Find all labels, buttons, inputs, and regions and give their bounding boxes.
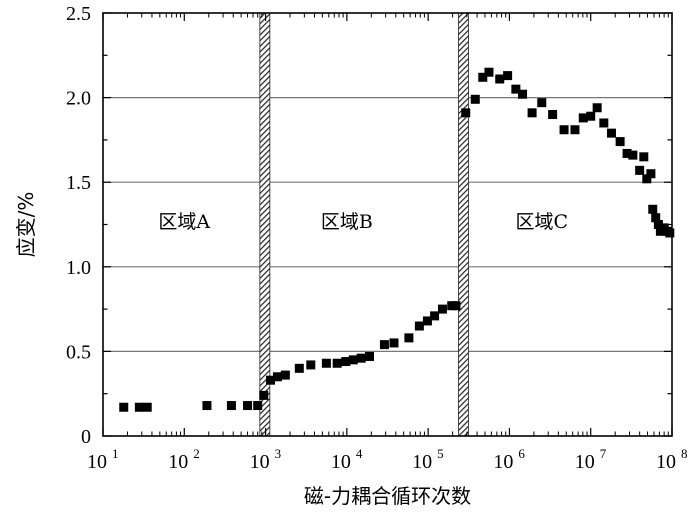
- x-tick-exponent: 6: [518, 446, 525, 461]
- data-point: [356, 353, 366, 363]
- data-point: [642, 174, 652, 184]
- data-point: [548, 110, 558, 120]
- y-tick-label: 0: [81, 426, 91, 448]
- data-point: [437, 304, 447, 314]
- data-point: [404, 333, 414, 343]
- data-point: [365, 351, 375, 361]
- data-point: [646, 169, 656, 179]
- data-point: [280, 370, 290, 380]
- data-point: [321, 358, 331, 368]
- data-point: [306, 360, 316, 370]
- data-point: [651, 213, 661, 223]
- data-point: [422, 316, 432, 326]
- data-point: [537, 98, 547, 108]
- data-point: [451, 301, 461, 311]
- data-point: [511, 84, 521, 94]
- x-tick-exponent: 7: [600, 446, 607, 461]
- data-point: [599, 118, 609, 128]
- data-point: [134, 402, 144, 412]
- y-tick-label: 2.0: [66, 88, 91, 110]
- data-point: [484, 67, 494, 77]
- data-point: [518, 89, 528, 99]
- x-tick-label: 10: [412, 451, 432, 473]
- data-points: [119, 67, 675, 412]
- data-point: [622, 148, 632, 158]
- y-tick-label: 1.5: [66, 172, 91, 194]
- x-tick-label: 10: [87, 451, 107, 473]
- y-tick-labels: 0 0.5 1.0 1.5 2.0 2.5: [66, 3, 91, 448]
- data-point: [142, 402, 152, 412]
- data-point: [478, 72, 488, 82]
- data-point: [389, 338, 399, 348]
- data-point: [592, 103, 602, 113]
- data-point: [648, 204, 658, 214]
- region-label: 区域A: [158, 211, 210, 233]
- data-point: [414, 321, 424, 331]
- x-axis-title: 磁-力耦合循环次数: [304, 484, 471, 508]
- data-point: [253, 401, 263, 411]
- data-point: [294, 363, 304, 373]
- data-point: [495, 74, 505, 84]
- data-point: [665, 228, 675, 238]
- x-tick-exponent: 3: [275, 446, 282, 461]
- data-point: [259, 390, 269, 400]
- data-point: [341, 357, 351, 367]
- axis-ticks: [102, 12, 673, 437]
- data-point: [635, 165, 645, 175]
- gridlines: [103, 96, 672, 352]
- region-label: 区域C: [516, 211, 569, 233]
- data-point: [243, 401, 253, 411]
- data-point: [202, 401, 212, 411]
- data-point: [461, 108, 471, 118]
- data-point: [527, 108, 537, 118]
- x-tick-exponent: 8: [681, 446, 688, 461]
- data-point: [586, 111, 596, 121]
- x-tick-label: 10: [575, 451, 595, 473]
- x-tick-exponent: 2: [193, 446, 200, 461]
- x-tick-exponent: 5: [437, 446, 444, 461]
- data-point: [266, 375, 276, 385]
- data-point: [226, 401, 236, 411]
- region-boundary: [259, 12, 271, 437]
- y-axis-title: 应变/%: [14, 192, 38, 258]
- y-tick-label: 2.5: [66, 3, 91, 25]
- data-point: [628, 150, 638, 160]
- region-boundary: [458, 12, 469, 437]
- x-tick-label: 10: [250, 451, 270, 473]
- data-point: [470, 94, 480, 104]
- x-tick-label: 10: [168, 451, 188, 473]
- region-label: 区域B: [321, 211, 373, 233]
- x-tick-exponent: 1: [112, 446, 119, 461]
- x-tick-labels: 10 1 10 2 10 3 10 4 10 5 10 6 10 7 10 8: [87, 446, 688, 473]
- data-point: [615, 137, 625, 147]
- x-tick-exponent: 4: [356, 446, 363, 461]
- data-point: [570, 125, 580, 135]
- data-point: [578, 113, 588, 123]
- x-tick-label: 10: [331, 451, 351, 473]
- data-point: [348, 355, 358, 365]
- data-point: [606, 128, 616, 138]
- data-point: [379, 340, 389, 350]
- x-tick-label: 10: [656, 451, 676, 473]
- y-tick-label: 1.0: [66, 257, 91, 279]
- data-point: [639, 152, 649, 162]
- data-point: [653, 220, 663, 229]
- data-point: [503, 71, 513, 81]
- region-labels: 区域A 区域B 区域C: [158, 211, 568, 233]
- data-point: [430, 311, 440, 321]
- data-point: [559, 125, 569, 135]
- data-point: [119, 402, 129, 412]
- y-tick-label: 0.5: [66, 341, 91, 363]
- data-point: [332, 358, 342, 368]
- x-tick-label: 10: [493, 451, 513, 473]
- data-point: [272, 372, 282, 382]
